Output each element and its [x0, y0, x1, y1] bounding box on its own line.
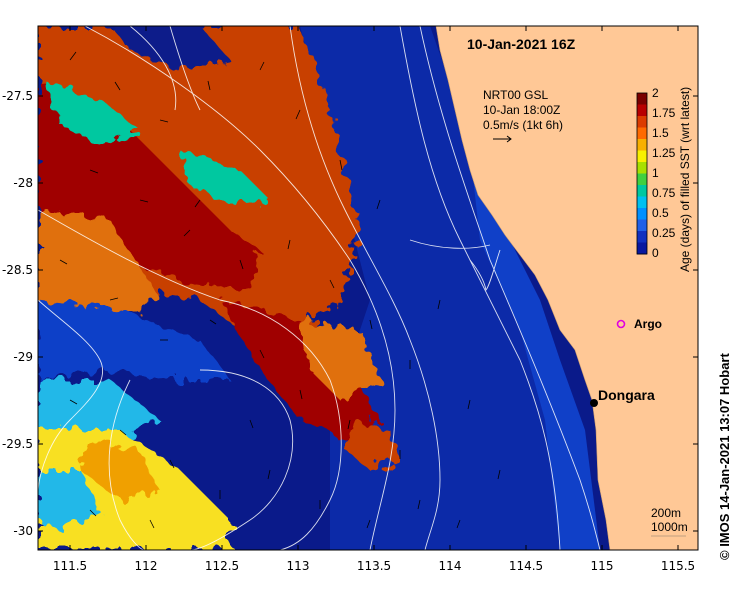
axis-tick-marks — [38, 26, 698, 550]
colorbar-label: Age (days) of filled SST (wrt latest) — [678, 87, 692, 272]
contour-label-200m: 200m — [651, 506, 681, 520]
x-tick-label: 113 — [287, 559, 310, 573]
patch-cyan-sw — [38, 470, 100, 530]
current-arrows — [59, 51, 501, 529]
x-axis-labels: 111.5 112 112.5 113 113.5 114 114.5 115 … — [53, 559, 695, 573]
colorbar-tick: 0.5 — [652, 206, 669, 220]
map-date-title: 10-Jan-2021 16Z — [467, 36, 576, 52]
colorbar-swatches — [637, 93, 647, 255]
patch-teal-mid — [180, 150, 270, 205]
x-tick-label: 115.5 — [661, 559, 695, 573]
colorbar-swatch — [637, 242, 647, 255]
y-tick-label: -29.5 — [2, 437, 33, 451]
colorbar-tick: 1.5 — [652, 126, 669, 140]
patch-north-warm — [38, 26, 270, 180]
patch-north-cold — [110, 26, 230, 70]
colorbar-swatch — [637, 127, 647, 140]
plot-frame — [37, 25, 699, 551]
city-label: Dongara — [598, 387, 655, 403]
colorbar-swatch — [637, 231, 647, 243]
colorbar-tick: 0.25 — [652, 226, 676, 240]
colorbar-swatch — [637, 116, 647, 128]
current-legend: NRT00 GSL 10-Jan 18:00Z 0.5m/s (1kt 6h) — [483, 88, 563, 143]
patch-teal-north — [45, 80, 140, 145]
colorbar-swatch — [637, 104, 647, 117]
x-tick-label: 111.5 — [53, 559, 87, 573]
argo-icon — [616, 319, 626, 329]
contour-legend: 200m 1000m — [651, 506, 688, 537]
patch-orange-south — [300, 320, 380, 400]
x-tick-label: 115 — [591, 559, 614, 573]
plot-area — [38, 26, 698, 550]
colorbar-swatch — [637, 162, 647, 174]
argo-marker: Argo — [616, 317, 662, 331]
colorbar: 2 1.75 1.5 1.25 1 0.75 0.5 0.25 0 Age (d… — [636, 86, 692, 272]
city-dot-icon — [590, 399, 598, 407]
colorbar-tick: 1.25 — [652, 146, 676, 160]
current-legend-line3: 0.5m/s (1kt 6h) — [483, 118, 563, 132]
colorbar-tick: 2 — [652, 86, 659, 100]
ocean-coastal-strip — [470, 150, 600, 550]
colorbar-tick: 1.75 — [652, 106, 676, 120]
y-tick-label: -29 — [13, 350, 33, 364]
colorbar-swatch — [637, 208, 647, 220]
colorbar-swatch — [637, 196, 647, 209]
current-legend-line2: 10-Jan 18:00Z — [483, 103, 560, 117]
x-tick-label: 112.5 — [205, 559, 239, 573]
credit-text: © IMOS 14-Jan-2021 13:07 Hobart — [717, 353, 732, 560]
scale-arrow-icon — [493, 135, 512, 143]
colorbar-frame — [636, 92, 648, 255]
y-tick-label: -30 — [13, 524, 33, 538]
contour-label-1000m: 1000m — [651, 520, 688, 534]
land-mass — [435, 26, 698, 550]
colorbar-tick: 0 — [652, 246, 659, 260]
colorbar-tick: 0.75 — [652, 186, 676, 200]
sst-age-patches — [38, 26, 400, 550]
colorbar-swatch — [637, 93, 647, 105]
patch-dark-south — [220, 300, 380, 440]
y-tick-label: -28.5 — [2, 263, 33, 277]
y-tick-label: -27.5 — [2, 89, 33, 103]
colorbar-swatch — [637, 150, 647, 163]
patch-blue-west — [38, 300, 230, 380]
colorbar-tick: 1 — [652, 166, 659, 180]
patch-amber-south — [80, 440, 160, 500]
y-tick-label: -28 — [13, 176, 33, 190]
patch-cyan-south — [38, 380, 160, 440]
colorbar-swatch — [637, 185, 647, 197]
patch-orange-west — [38, 210, 160, 320]
x-tick-label: 113.5 — [357, 559, 391, 573]
x-tick-label: 114.5 — [509, 559, 543, 573]
patch-warm-se — [345, 420, 400, 470]
x-tick-label: 114 — [439, 559, 462, 573]
colorbar-swatch — [637, 173, 647, 186]
current-legend-line1: NRT00 GSL — [483, 88, 548, 102]
city-marker: Dongara — [590, 387, 655, 407]
bathymetry-contours — [38, 26, 601, 550]
y-axis-labels: -27.5 -28 -28.5 -29 -29.5 -30 — [2, 89, 33, 538]
colorbar-swatch — [637, 219, 647, 232]
argo-label: Argo — [634, 317, 662, 331]
x-tick-label: 112 — [135, 559, 158, 573]
colorbar-swatch — [637, 139, 647, 151]
